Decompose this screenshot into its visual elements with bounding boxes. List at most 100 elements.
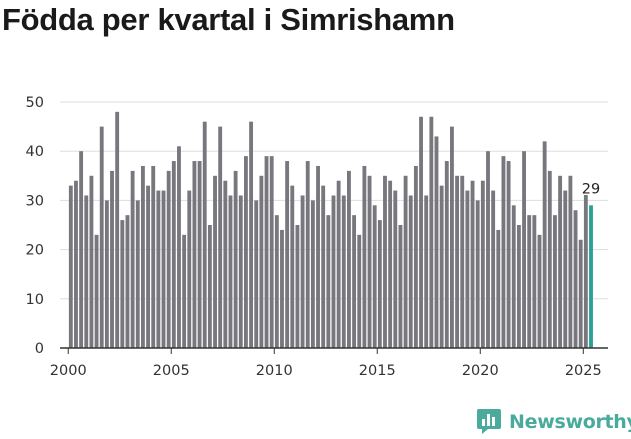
bar bbox=[223, 180, 228, 348]
bar bbox=[110, 170, 114, 348]
bar bbox=[439, 185, 444, 348]
bar bbox=[182, 234, 187, 348]
bar bbox=[491, 190, 496, 348]
bar bbox=[336, 180, 341, 348]
bar bbox=[274, 215, 279, 348]
y-tick-label: 0 bbox=[35, 341, 44, 357]
bar bbox=[197, 161, 202, 348]
bar bbox=[486, 151, 490, 348]
bar bbox=[563, 190, 568, 348]
bar bbox=[419, 116, 423, 348]
bar bbox=[429, 116, 434, 348]
bar bbox=[264, 156, 269, 348]
bar bbox=[161, 190, 166, 348]
y-tick-label: 30 bbox=[26, 193, 44, 209]
bar bbox=[496, 229, 501, 348]
bar bbox=[341, 195, 346, 348]
chart-title: Födda per kvartal i Simrishamn bbox=[2, 2, 455, 37]
x-tick-label: 2015 bbox=[359, 363, 396, 379]
bar bbox=[537, 234, 542, 348]
bar bbox=[450, 126, 454, 348]
bar bbox=[310, 200, 315, 348]
bar-highlight bbox=[589, 205, 593, 348]
bar bbox=[398, 225, 403, 348]
bar bbox=[388, 180, 393, 348]
bar bbox=[84, 195, 89, 348]
bar bbox=[558, 175, 563, 348]
brand-name: Newsworthy bbox=[509, 410, 631, 433]
bar bbox=[413, 165, 418, 348]
y-tick-label: 10 bbox=[26, 292, 44, 308]
bar bbox=[547, 170, 552, 348]
bar bbox=[444, 161, 449, 348]
x-tick-label: 2025 bbox=[565, 363, 602, 379]
bar bbox=[74, 180, 78, 348]
bar bbox=[553, 215, 557, 348]
bar bbox=[104, 200, 109, 348]
bar bbox=[254, 200, 259, 348]
bar bbox=[207, 225, 212, 348]
bar bbox=[238, 195, 243, 348]
bar bbox=[367, 175, 372, 348]
bar bbox=[465, 190, 470, 348]
x-tick-label: 2005 bbox=[153, 363, 190, 379]
bar bbox=[516, 225, 521, 348]
bar bbox=[259, 175, 264, 348]
bar bbox=[249, 121, 254, 349]
bar bbox=[501, 156, 506, 348]
bar bbox=[403, 175, 408, 348]
bar bbox=[352, 215, 357, 348]
bar bbox=[151, 165, 156, 348]
bar bbox=[573, 210, 578, 348]
bar bbox=[125, 215, 130, 348]
bar bbox=[290, 185, 295, 348]
x-tick-label: 2020 bbox=[462, 363, 499, 379]
bar bbox=[79, 151, 84, 348]
bar bbox=[99, 126, 104, 348]
bar bbox=[542, 141, 547, 348]
bar bbox=[470, 180, 475, 348]
bar bbox=[305, 161, 310, 348]
bar bbox=[177, 146, 181, 348]
bar bbox=[94, 234, 99, 348]
bar bbox=[171, 161, 176, 348]
bar bbox=[568, 175, 573, 348]
x-tick-label: 2000 bbox=[50, 363, 87, 379]
bar bbox=[383, 175, 387, 348]
bar bbox=[120, 220, 125, 348]
bar bbox=[321, 185, 326, 348]
bar bbox=[475, 200, 480, 348]
newsworthy-logo-icon bbox=[477, 409, 501, 434]
bar bbox=[192, 161, 197, 348]
bar bbox=[187, 190, 192, 348]
bar bbox=[213, 175, 217, 348]
y-tick-label: 20 bbox=[26, 243, 44, 259]
bar bbox=[372, 205, 377, 348]
bar bbox=[202, 121, 207, 349]
y-tick-label: 40 bbox=[26, 144, 44, 160]
y-tick-label: 50 bbox=[26, 95, 44, 111]
bar bbox=[166, 170, 171, 348]
bar bbox=[362, 165, 367, 348]
bar bbox=[228, 195, 233, 348]
bar bbox=[280, 229, 284, 348]
bar bbox=[295, 225, 300, 348]
bar bbox=[316, 165, 320, 348]
bar bbox=[243, 156, 248, 348]
x-tick-label: 2010 bbox=[256, 363, 293, 379]
bar bbox=[460, 175, 465, 348]
bar bbox=[434, 136, 439, 348]
bar bbox=[326, 215, 331, 348]
bar bbox=[357, 234, 362, 348]
bar bbox=[527, 215, 532, 348]
bar bbox=[347, 170, 351, 348]
bar bbox=[506, 161, 511, 348]
bar bbox=[532, 215, 537, 348]
bar bbox=[480, 180, 485, 348]
bar bbox=[89, 175, 94, 348]
bar bbox=[522, 151, 526, 348]
bar bbox=[331, 195, 336, 348]
brand-logo[interactable]: Newsworthy bbox=[476, 408, 631, 435]
bar bbox=[218, 126, 223, 348]
